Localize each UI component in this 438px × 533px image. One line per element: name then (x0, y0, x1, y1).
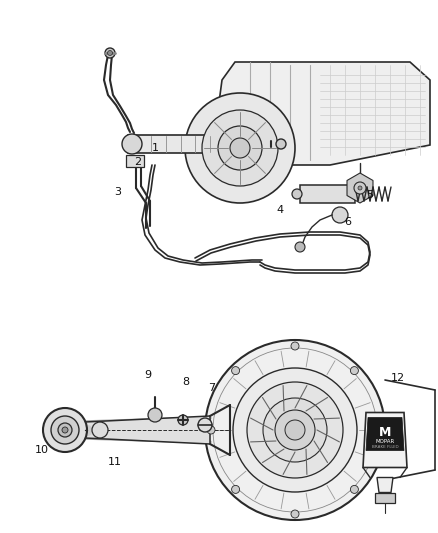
Circle shape (232, 486, 240, 494)
Text: 11: 11 (108, 457, 122, 467)
Circle shape (375, 426, 383, 434)
Circle shape (205, 340, 385, 520)
Text: 12: 12 (391, 373, 405, 383)
Circle shape (202, 110, 278, 186)
Circle shape (58, 423, 72, 437)
Text: M: M (379, 426, 391, 439)
Circle shape (285, 420, 305, 440)
Polygon shape (218, 62, 430, 165)
Text: 10: 10 (35, 445, 49, 455)
Circle shape (43, 408, 87, 452)
Text: BRAKE FLUID: BRAKE FLUID (372, 445, 398, 449)
Text: 5: 5 (367, 190, 374, 200)
Circle shape (292, 189, 302, 199)
Circle shape (178, 415, 188, 425)
Polygon shape (377, 478, 393, 492)
Text: 1: 1 (152, 143, 159, 153)
Circle shape (276, 139, 286, 149)
Circle shape (233, 368, 357, 492)
Polygon shape (128, 135, 233, 153)
Text: MOPAR: MOPAR (375, 439, 395, 444)
Text: 6: 6 (345, 217, 352, 227)
Circle shape (105, 48, 115, 58)
Text: 9: 9 (145, 370, 152, 380)
Circle shape (354, 182, 366, 194)
Circle shape (350, 486, 358, 494)
Circle shape (148, 408, 162, 422)
Circle shape (122, 134, 142, 154)
Polygon shape (85, 416, 210, 444)
Text: 7: 7 (208, 383, 215, 393)
Circle shape (207, 426, 215, 434)
Polygon shape (347, 173, 373, 203)
Circle shape (230, 138, 250, 158)
Text: 3: 3 (114, 187, 121, 197)
Circle shape (247, 382, 343, 478)
Circle shape (62, 427, 68, 433)
Circle shape (198, 418, 212, 432)
Bar (375, 492, 395, 503)
Circle shape (332, 207, 348, 223)
Circle shape (263, 398, 327, 462)
Circle shape (92, 422, 108, 438)
Circle shape (51, 416, 79, 444)
Text: 4: 4 (276, 205, 283, 215)
Circle shape (291, 342, 299, 350)
Circle shape (295, 242, 305, 252)
Text: 8: 8 (183, 377, 190, 387)
Circle shape (185, 93, 295, 203)
Circle shape (348, 176, 372, 200)
Circle shape (291, 510, 299, 518)
Circle shape (275, 410, 315, 450)
Polygon shape (363, 413, 407, 467)
Circle shape (107, 51, 113, 55)
Polygon shape (300, 185, 355, 203)
Circle shape (232, 367, 240, 375)
Circle shape (218, 126, 262, 170)
Circle shape (358, 186, 362, 190)
Text: 2: 2 (134, 157, 141, 167)
Polygon shape (366, 417, 404, 450)
Circle shape (350, 367, 358, 375)
Bar (126, 155, 144, 167)
